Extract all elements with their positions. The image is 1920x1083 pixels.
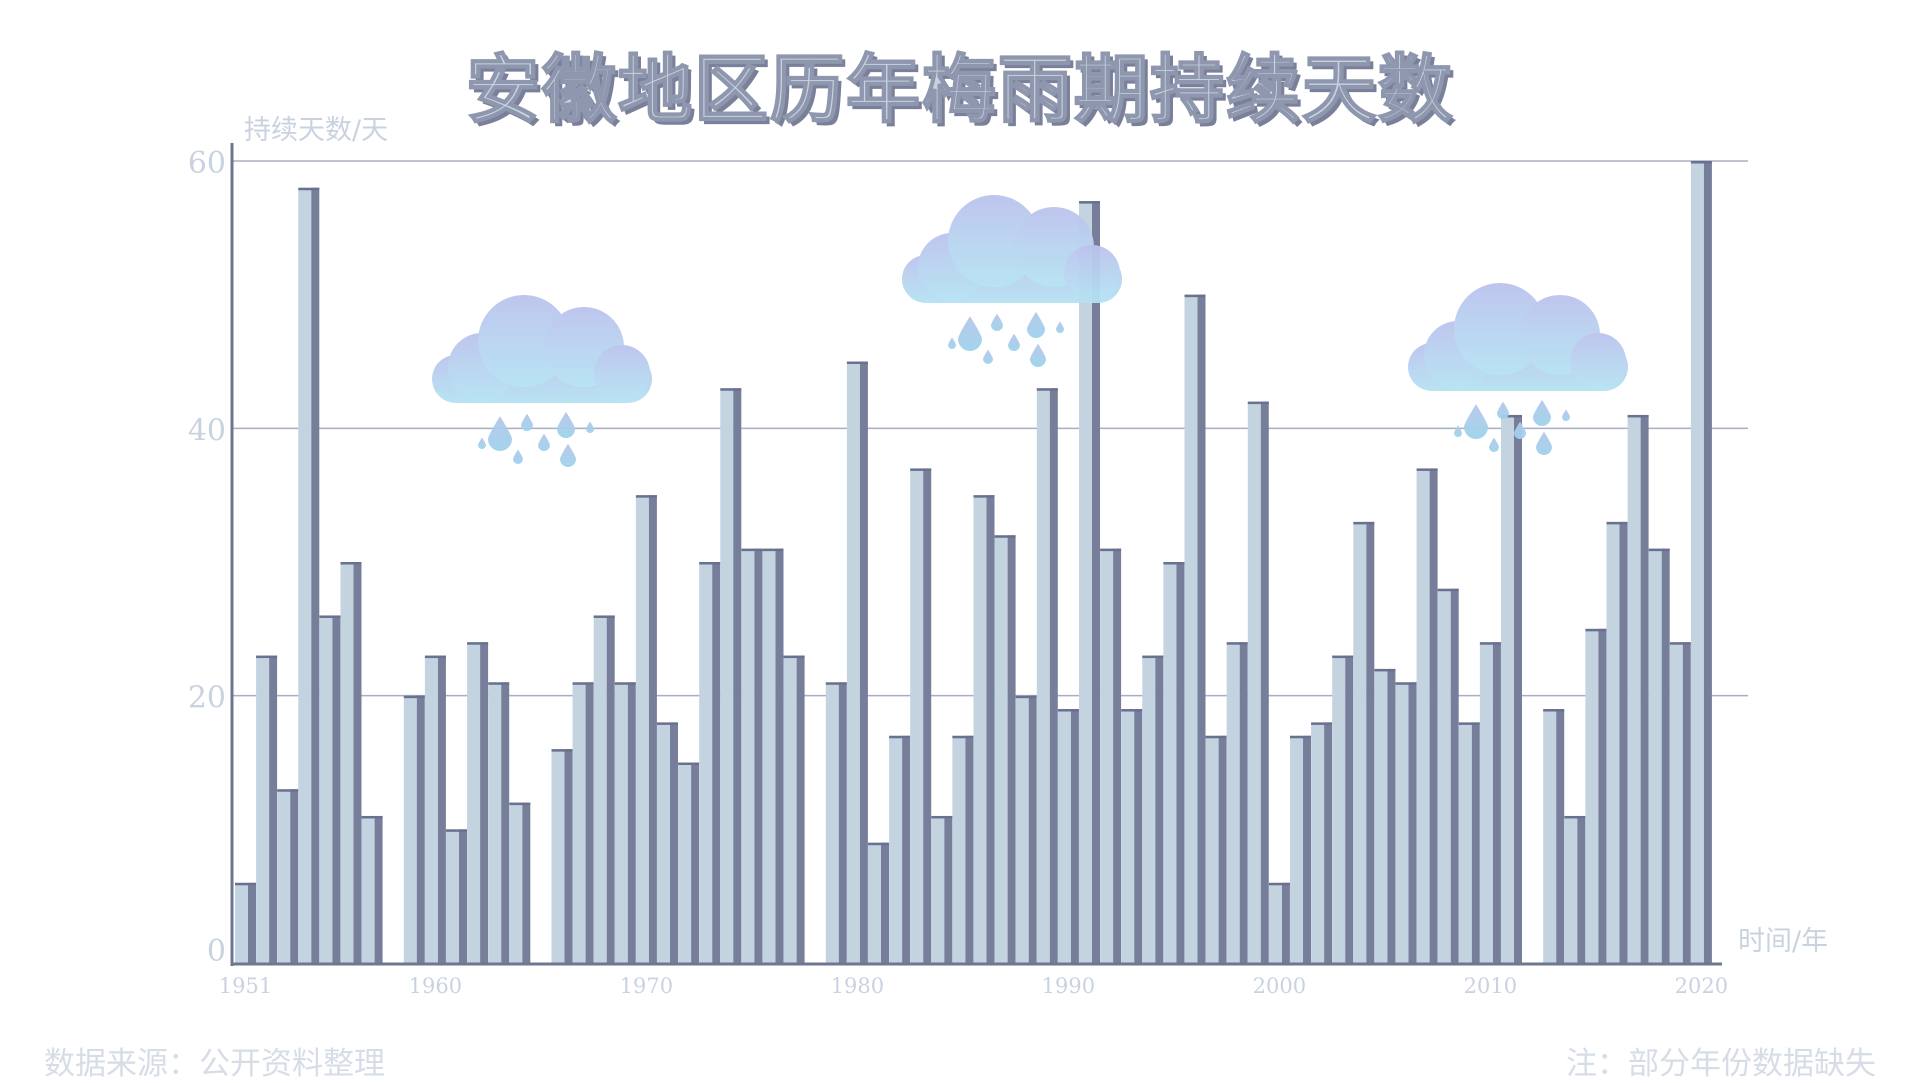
bar-1974 (720, 388, 742, 963)
x-tick-label: 2000 (1253, 974, 1306, 998)
bar-1985 (952, 735, 974, 963)
bar-1968 (593, 615, 615, 963)
bar-1964 (509, 802, 531, 963)
bar-1960 (424, 655, 446, 963)
bar-1954 (298, 187, 320, 963)
y-axis-label: 持续天数/天 (244, 115, 388, 146)
bar-1970 (635, 495, 657, 963)
bar-1979 (825, 682, 847, 963)
bar-1951 (235, 882, 256, 963)
bar-2007 (1416, 468, 1438, 963)
missing-data-note: 注：部分年份数据缺失 (1566, 1046, 1876, 1082)
bar-1952 (256, 655, 278, 963)
bar-1982 (889, 735, 911, 963)
x-tick-label: 1960 (409, 974, 462, 998)
x-tick-label: 2020 (1675, 974, 1728, 998)
bar-2017 (1627, 414, 1649, 963)
bar-1993 (1121, 709, 1143, 963)
chart-title: 安徽地区历年梅雨期持续天数 (465, 46, 1454, 134)
bar-2019 (1669, 642, 1691, 963)
bar-1981 (868, 842, 889, 963)
bar-2015 (1585, 628, 1607, 963)
bar-1959 (403, 695, 425, 963)
bar-2005 (1374, 668, 1396, 963)
bar-2014 (1564, 815, 1586, 963)
bar-1989 (1036, 388, 1058, 963)
bar-1975 (741, 548, 763, 963)
bar-1995 (1163, 562, 1185, 963)
bar-1999 (1247, 401, 1269, 964)
bar-2004 (1353, 521, 1375, 963)
axis-labels: 0 20 40 60 1951 1960 1970 1980 1990 2000 2010 2020 持… (188, 115, 1828, 998)
bars (235, 161, 1712, 964)
rain-clouds (432, 195, 1628, 467)
bar-1971 (657, 722, 678, 963)
x-tick-label: 1980 (831, 974, 884, 998)
bar-1973 (699, 562, 721, 963)
x-tick-label: 1970 (620, 974, 673, 998)
bar-2018 (1648, 548, 1670, 963)
x-tick-label: 1990 (1042, 974, 1095, 998)
bar-1984 (931, 815, 953, 963)
bar-2010 (1479, 642, 1501, 963)
bar-2016 (1606, 521, 1628, 963)
bar-1972 (678, 762, 700, 963)
bar-2002 (1311, 722, 1333, 963)
bar-1987 (994, 535, 1016, 963)
axes (230, 143, 1722, 966)
bar-1994 (1142, 655, 1164, 963)
bar-2000 (1268, 882, 1290, 963)
bar-1969 (614, 682, 636, 963)
bar-2001 (1290, 735, 1311, 963)
x-tick-label: 2010 (1464, 974, 1517, 998)
x-axis-label: 时间/年 (1738, 926, 1828, 957)
y-tick-label: 0 (207, 934, 226, 969)
bar-1991 (1079, 201, 1100, 964)
bar-2011 (1501, 414, 1522, 963)
bar-1992 (1100, 548, 1122, 963)
bar-1997 (1205, 735, 1227, 963)
rain-cloud-icon (902, 195, 1122, 367)
x-tick-label: 1951 (219, 974, 272, 998)
bar-1977 (783, 655, 805, 963)
bar-1967 (572, 682, 594, 963)
bar-1955 (319, 615, 341, 963)
rain-cloud-icon (432, 295, 652, 467)
bar-1963 (488, 682, 510, 963)
bar-2013 (1543, 709, 1565, 963)
y-tick-label: 20 (188, 681, 226, 716)
bar-1966 (551, 749, 573, 963)
rain-cloud-icon (1408, 283, 1628, 455)
bar-1988 (1015, 695, 1037, 963)
bar-2003 (1332, 655, 1354, 963)
data-source-note: 数据来源：公开资料整理 (44, 1046, 385, 1082)
bar-1998 (1226, 642, 1248, 963)
bar-1957 (361, 815, 383, 963)
bar-1953 (277, 789, 299, 963)
bar-2020 (1690, 161, 1712, 963)
bar-1976 (762, 548, 784, 963)
bar-1961 (446, 829, 467, 963)
bar-1983 (910, 468, 932, 963)
bar-1980 (846, 361, 868, 963)
bar-1956 (340, 562, 362, 963)
bar-2008 (1437, 588, 1459, 963)
y-tick-label: 40 (188, 413, 226, 448)
bar-1986 (973, 495, 995, 963)
bar-1996 (1184, 294, 1206, 964)
bar-1990 (1057, 709, 1079, 963)
bar-2006 (1395, 682, 1417, 963)
bar-2009 (1458, 722, 1480, 963)
bar-1962 (467, 642, 489, 963)
y-tick-label: 60 (188, 146, 226, 181)
